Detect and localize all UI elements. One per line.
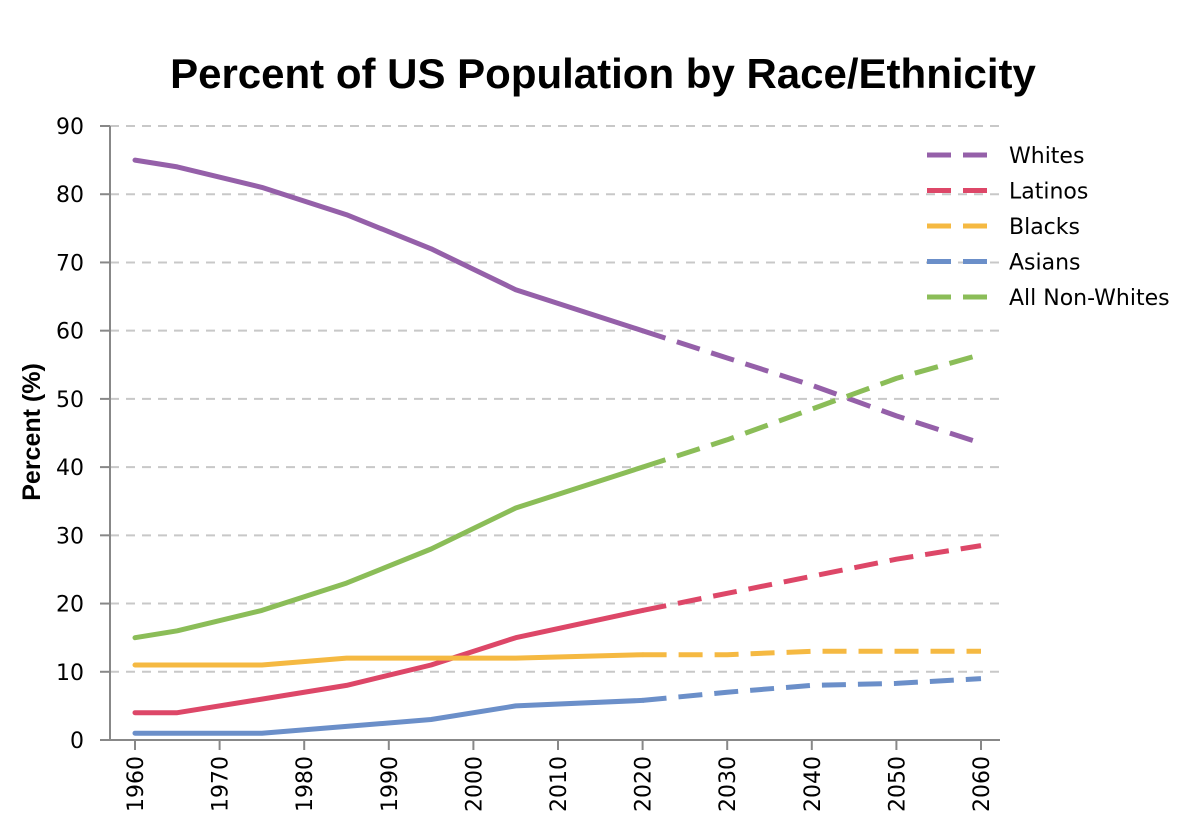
y-tick-label: 80 (56, 183, 84, 208)
y-tick-label: 90 (56, 115, 84, 140)
chart-title: Percent of US Population by Race/Ethnici… (170, 50, 1036, 97)
y-tick-label: 40 (56, 456, 84, 481)
x-tick-label: 1970 (209, 756, 234, 812)
series-line-historical (132, 157, 646, 334)
legend-label: Blacks (1009, 215, 1080, 240)
y-tick-labels: 0 10 20 30 40 50 60 70 80 90 (56, 115, 84, 754)
legend-label: Latinos (1009, 180, 1088, 205)
x-tick-label: 2060 (970, 756, 995, 812)
legend-label: Asians (1009, 251, 1081, 276)
series-line-projected (641, 352, 982, 470)
x-tick-label: 2030 (716, 756, 741, 812)
series-line-projected (642, 676, 982, 703)
y-tick-label: 50 (56, 388, 84, 413)
series-line-projected (642, 648, 981, 658)
x-tick-label: 1990 (378, 756, 403, 812)
x-tick-label: 1960 (124, 756, 149, 812)
y-tick-label: 10 (56, 661, 84, 686)
x-tick-label: 2010 (547, 756, 572, 812)
x-tick-label: 2050 (885, 756, 910, 812)
y-tick-label: 0 (70, 729, 84, 754)
x-tick-label: 1980 (293, 756, 318, 812)
series-lines (132, 157, 982, 736)
legend-label: Whites (1009, 144, 1084, 169)
series-line-projected (642, 543, 982, 613)
axes (100, 125, 1000, 750)
x-tick-label: 2020 (632, 756, 657, 812)
y-tick-label: 60 (56, 320, 84, 345)
series-line-historical (132, 652, 646, 668)
series-line-historical (132, 697, 646, 736)
x-tick-labels: 1960 1970 1980 1990 2000 2010 2020 2030 2040 2050… (124, 756, 995, 812)
y-tick-label: 20 (56, 593, 84, 618)
x-tick-label: 2040 (801, 756, 826, 812)
legend: Whites Latinos Blacks Asians All Non-Whites (927, 144, 1170, 311)
series-line-historical (132, 464, 646, 641)
y-axis-label: Percent (%) (18, 363, 46, 501)
series-line-projected (641, 328, 982, 446)
gridlines (110, 125, 1000, 673)
series-line-historical (132, 607, 646, 716)
legend-label: All Non-Whites (1009, 286, 1170, 311)
y-tick-label: 70 (56, 251, 84, 276)
x-tick-label: 2000 (462, 756, 487, 812)
y-tick-label: 30 (56, 524, 84, 549)
